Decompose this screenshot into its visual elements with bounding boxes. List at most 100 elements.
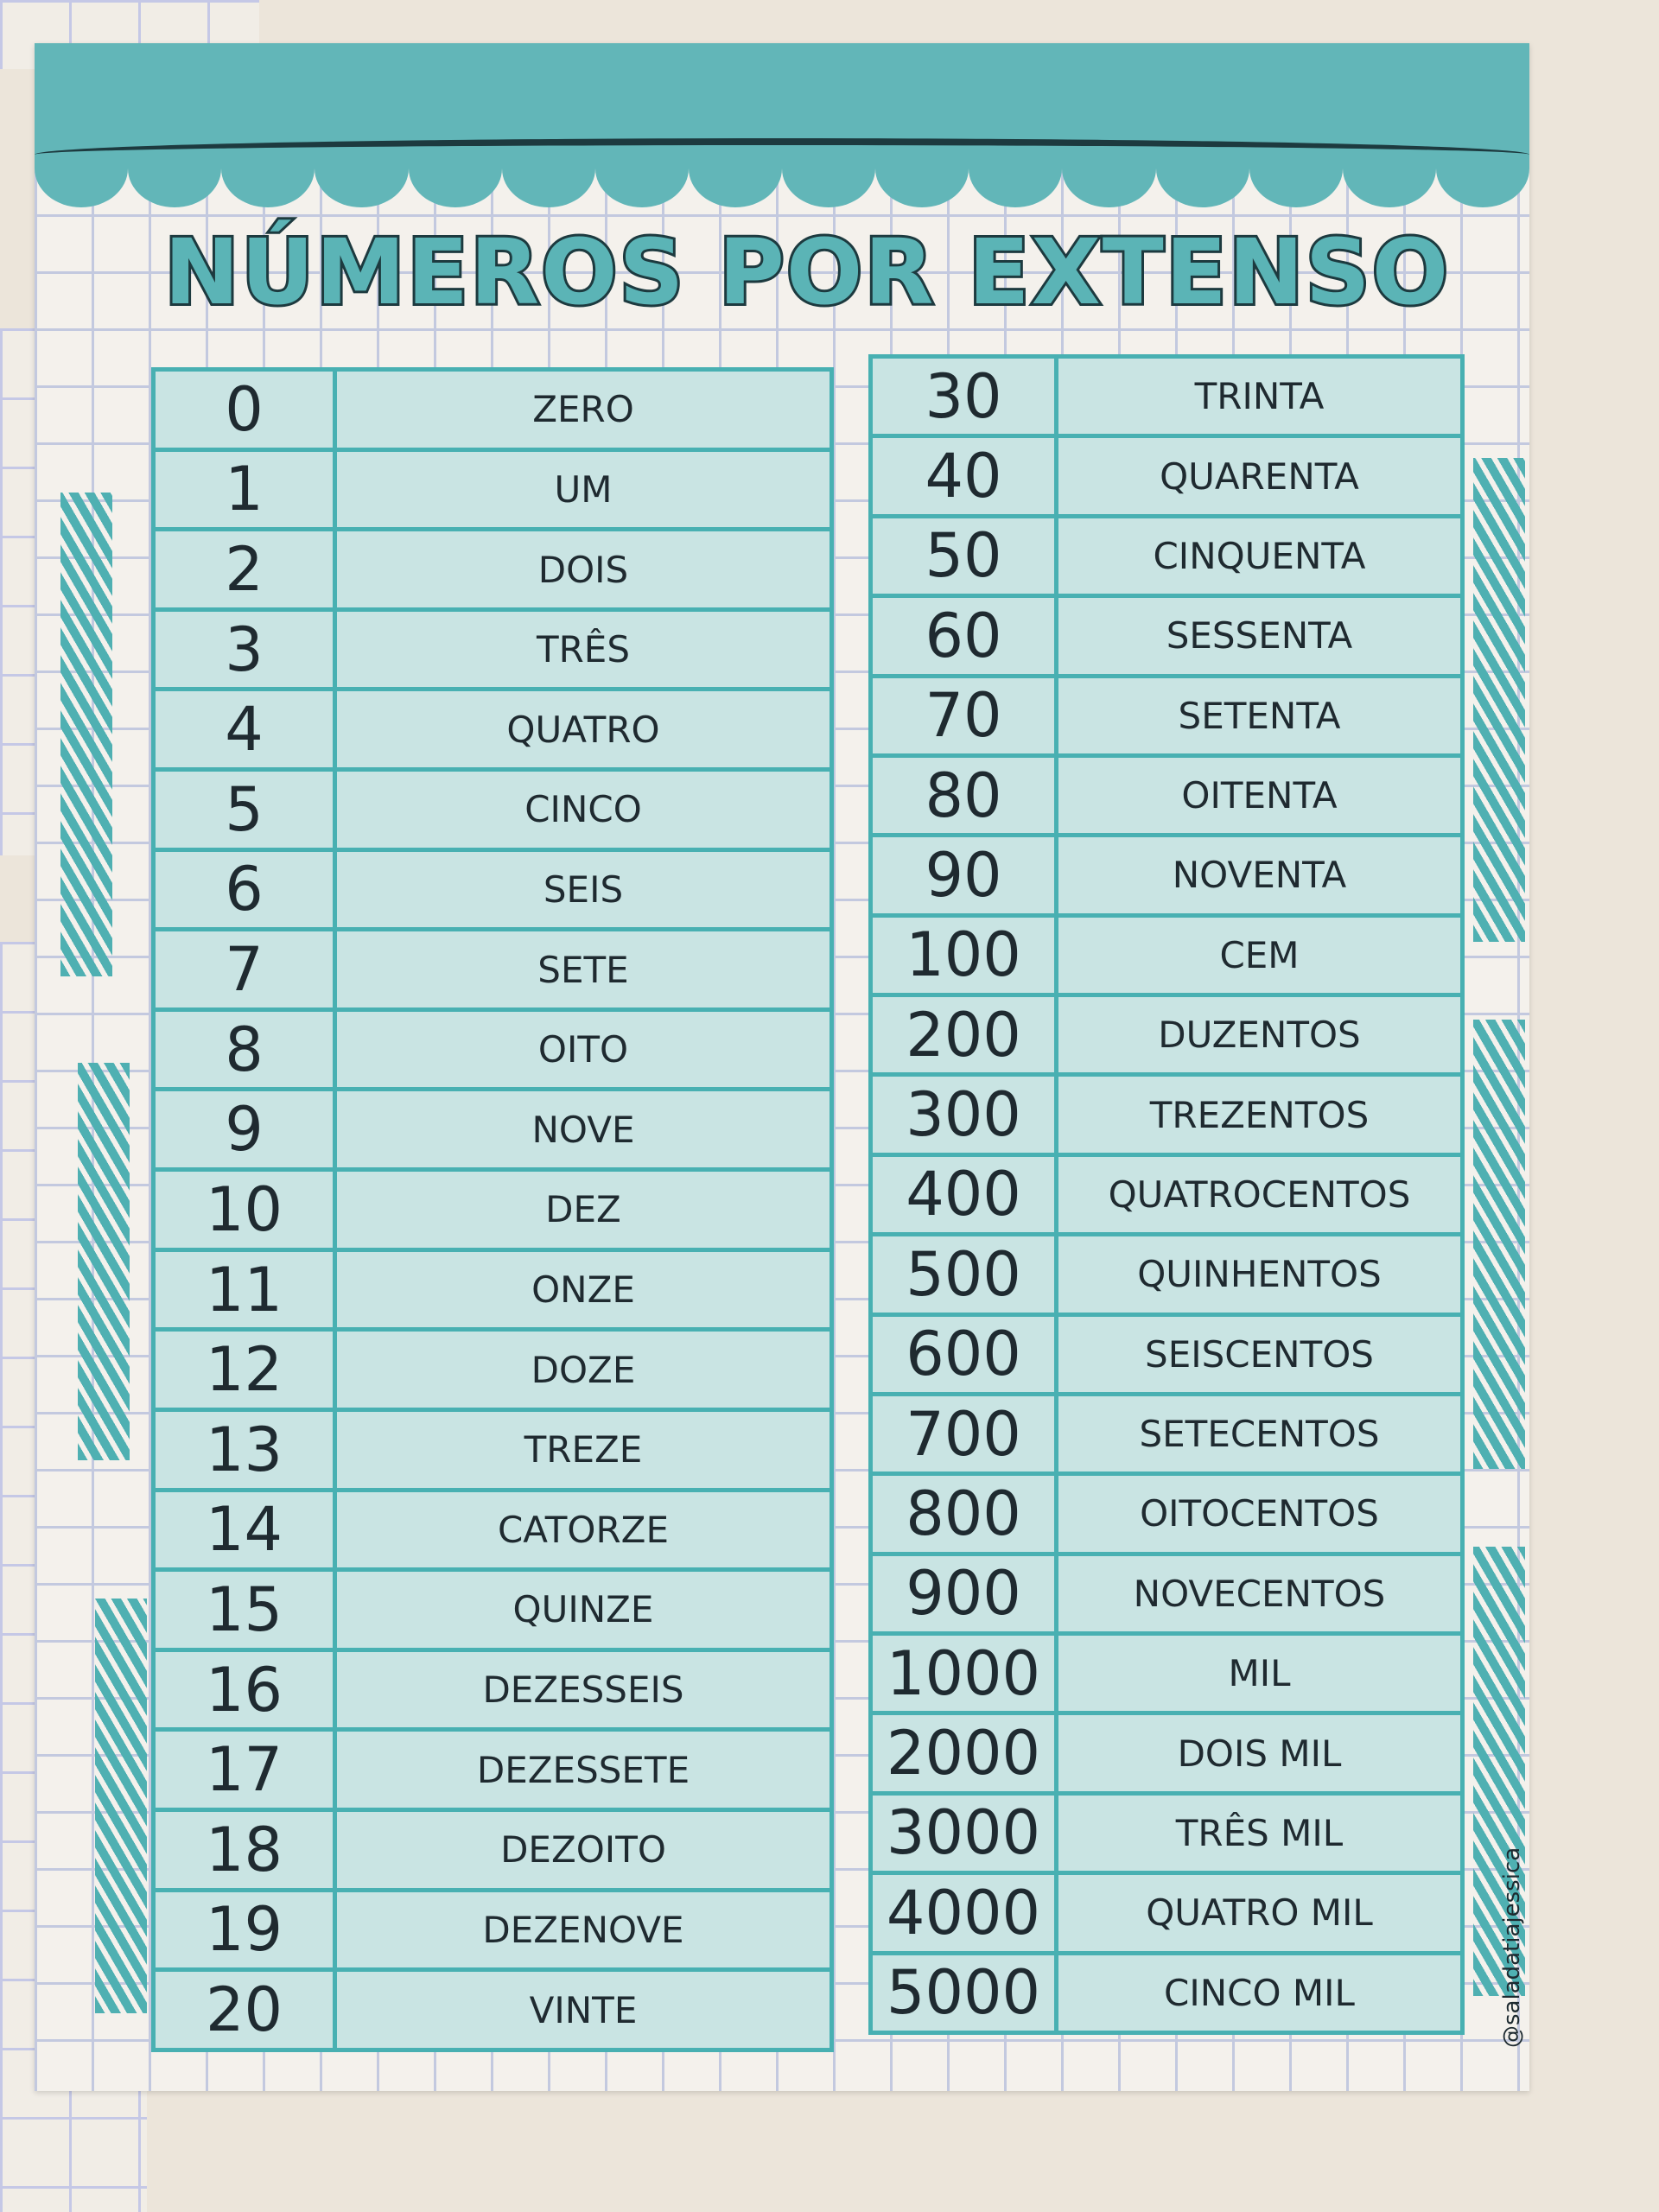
poster-title: NÚMEROS POR EXTENSO: [162, 217, 1451, 327]
word-cell: DOIS: [333, 527, 834, 612]
word-cell: CINCO MIL: [1054, 1950, 1465, 2035]
word-cell: DOIS MIL: [1054, 1711, 1465, 1796]
word-cell: SEIS: [333, 847, 834, 932]
table-row: 700 SETECENTOS: [868, 1391, 1465, 1477]
word-cell: SEISCENTOS: [1054, 1312, 1465, 1396]
word-cell: ONZE: [333, 1247, 834, 1332]
table-row: 800 OITOCENTOS: [868, 1471, 1465, 1556]
scribble-decoration: [1473, 1547, 1525, 1996]
number-cell: 100: [868, 912, 1058, 998]
table-row: 19 DEZENOVE: [151, 1887, 834, 1973]
word-cell: TREZENTOS: [1054, 1072, 1465, 1157]
table-row: 1 UM: [151, 447, 834, 532]
number-cell: 5000: [868, 1950, 1058, 2035]
table-row: 2000 DOIS MIL: [868, 1711, 1465, 1796]
number-cell: 500: [868, 1232, 1058, 1317]
word-cell: SETECENTOS: [1054, 1391, 1465, 1477]
number-cell: 1: [151, 447, 337, 532]
scribble-decoration: [60, 493, 112, 976]
word-cell: UM: [333, 447, 834, 532]
word-cell: DUZENTOS: [1054, 992, 1465, 1077]
word-cell: OITENTA: [1054, 753, 1465, 838]
number-cell: 3: [151, 607, 337, 692]
word-cell: TRINTA: [1054, 353, 1465, 439]
poster: NÚMEROS POR EXTENSO 0 ZERO 1 UM 2 DOIS 3 TRÊS 4 Q…: [35, 43, 1529, 2091]
word-cell: DEZ: [333, 1167, 834, 1252]
word-cell: CINCO: [333, 767, 834, 852]
number-cell: 17: [151, 1727, 337, 1812]
table-row: 15 QUINZE: [151, 1567, 834, 1652]
table-row: 4 QUATRO: [151, 687, 834, 772]
number-cell: 800: [868, 1471, 1058, 1556]
number-cell: 11: [151, 1247, 337, 1332]
table-row: 14 CATORZE: [151, 1487, 834, 1573]
table-row: 900 NOVECENTOS: [868, 1551, 1465, 1637]
table-row: 7 SETE: [151, 927, 834, 1012]
word-cell: ZERO: [333, 367, 834, 452]
table-row: 100 CEM: [868, 912, 1465, 998]
left-number-table: 0 ZERO 1 UM 2 DOIS 3 TRÊS 4 QUATRO 5 CINCO 6 SEIS 7 SET…: [151, 367, 834, 2052]
word-cell: QUATROCENTOS: [1054, 1152, 1465, 1237]
number-cell: 10: [151, 1167, 337, 1252]
word-cell: TRÊS: [333, 607, 834, 692]
word-cell: DEZESSETE: [333, 1727, 834, 1812]
number-cell: 200: [868, 992, 1058, 1077]
table-row: 50 CINQUENTA: [868, 513, 1465, 599]
table-row: 1000 MIL: [868, 1630, 1465, 1716]
table-row: 4000 QUATRO MIL: [868, 1871, 1465, 1955]
number-cell: 900: [868, 1551, 1058, 1637]
number-cell: 18: [151, 1807, 337, 1892]
word-cell: DEZESSEIS: [333, 1647, 834, 1732]
table-row: 40 QUARENTA: [868, 434, 1465, 518]
table-row: 13 TREZE: [151, 1407, 834, 1492]
table-row: 8 OITO: [151, 1007, 834, 1092]
number-cell: 2000: [868, 1711, 1058, 1796]
word-cell: SETENTA: [1054, 673, 1465, 758]
word-cell: DEZENOVE: [333, 1887, 834, 1973]
author-handle: @saladatiajessica: [1499, 1847, 1525, 2048]
scribble-decoration: [1473, 458, 1525, 942]
number-cell: 400: [868, 1152, 1058, 1237]
number-cell: 15: [151, 1567, 337, 1652]
table-row: 18 DEZOITO: [151, 1807, 834, 1892]
table-row: 400 QUATROCENTOS: [868, 1152, 1465, 1237]
table-row: 3000 TRÊS MIL: [868, 1790, 1465, 1876]
number-cell: 16: [151, 1647, 337, 1732]
table-row: 200 DUZENTOS: [868, 992, 1465, 1077]
word-cell: DOZE: [333, 1327, 834, 1412]
table-row: 3 TRÊS: [151, 607, 834, 692]
word-cell: DEZOITO: [333, 1807, 834, 1892]
table-row: 5 CINCO: [151, 767, 834, 852]
number-cell: 12: [151, 1327, 337, 1412]
table-row: 20 VINTE: [151, 1967, 834, 2052]
word-cell: CATORZE: [333, 1487, 834, 1573]
number-cell: 300: [868, 1072, 1058, 1157]
word-cell: CEM: [1054, 912, 1465, 998]
number-cell: 13: [151, 1407, 337, 1492]
table-row: 5000 CINCO MIL: [868, 1950, 1465, 2035]
table-row: 500 QUINHENTOS: [868, 1232, 1465, 1317]
number-cell: 2: [151, 527, 337, 612]
table-row: 60 SESSENTA: [868, 594, 1465, 678]
word-cell: OITOCENTOS: [1054, 1471, 1465, 1556]
number-cell: 80: [868, 753, 1058, 838]
table-row: 300 TREZENTOS: [868, 1072, 1465, 1157]
word-cell: NOVECENTOS: [1054, 1551, 1465, 1637]
word-cell: QUINHENTOS: [1054, 1232, 1465, 1317]
number-cell: 3000: [868, 1790, 1058, 1876]
number-cell: 40: [868, 434, 1058, 518]
scribble-decoration: [1473, 1020, 1525, 1469]
table-row: 11 ONZE: [151, 1247, 834, 1332]
table-row: 70 SETENTA: [868, 673, 1465, 758]
number-cell: 70: [868, 673, 1058, 758]
table-row: 600 SEISCENTOS: [868, 1312, 1465, 1396]
word-cell: CINQUENTA: [1054, 513, 1465, 599]
table-row: 2 DOIS: [151, 527, 834, 612]
number-cell: 50: [868, 513, 1058, 599]
scribble-decoration: [95, 1599, 147, 2013]
word-cell: TREZE: [333, 1407, 834, 1492]
table-row: 10 DEZ: [151, 1167, 834, 1252]
word-cell: QUATRO: [333, 687, 834, 772]
number-cell: 7: [151, 927, 337, 1012]
word-cell: MIL: [1054, 1630, 1465, 1716]
